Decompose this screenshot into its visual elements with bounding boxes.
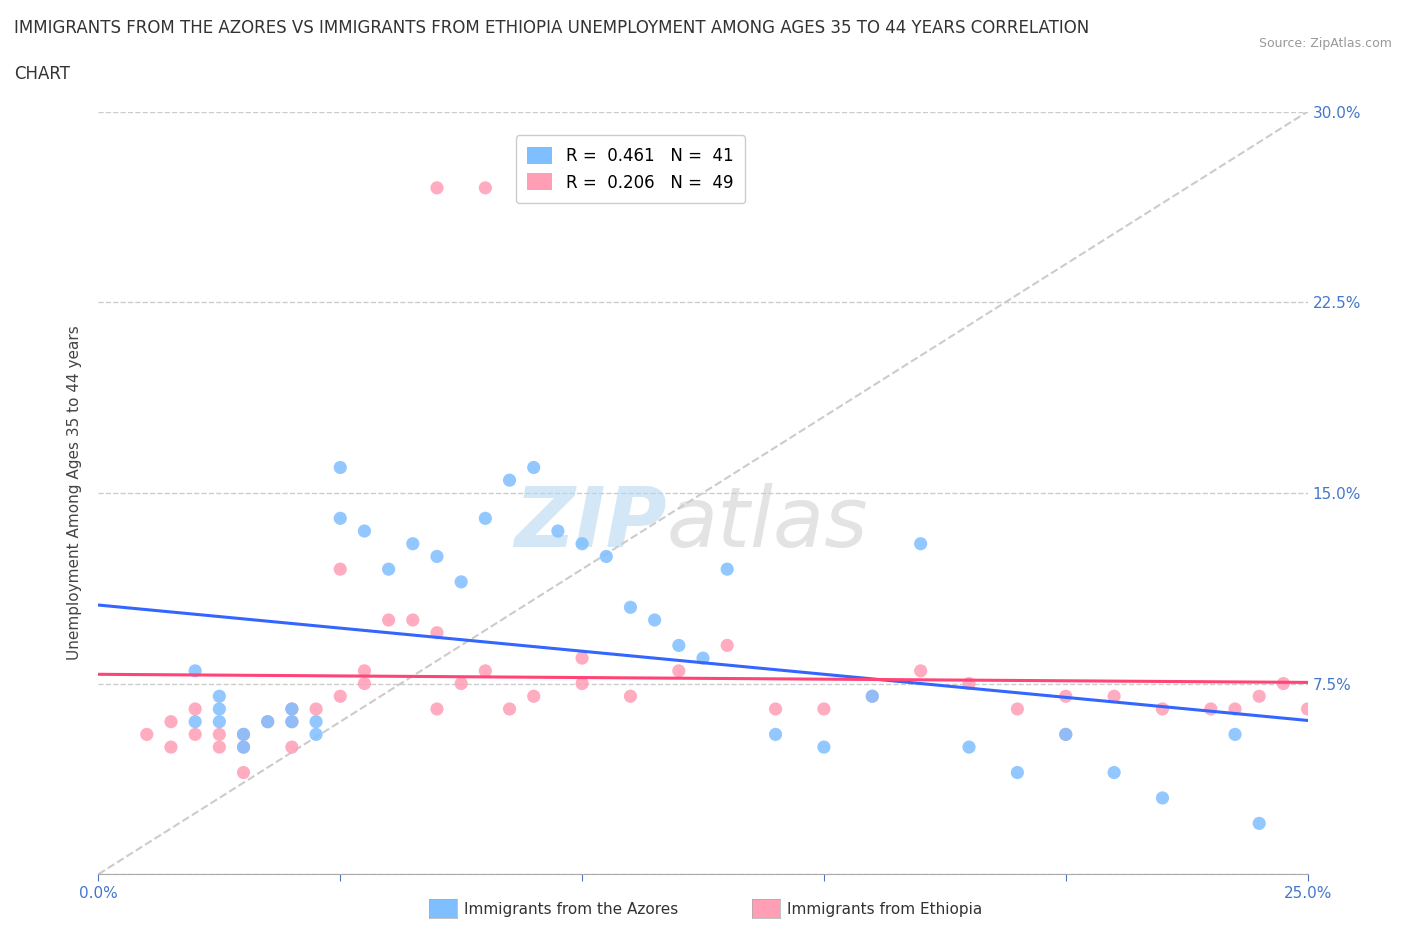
Point [353,663,375,678]
Point [305,727,328,742]
Text: IMMIGRANTS FROM THE AZORES VS IMMIGRANTS FROM ETHIOPIA UNEMPLOYMENT AMONG AGES 3: IMMIGRANTS FROM THE AZORES VS IMMIGRANTS… [14,19,1090,36]
Point [498,472,520,487]
Point [474,180,496,195]
Point [1007,765,1029,780]
Point [1007,701,1029,716]
Point [208,701,231,716]
Point [184,701,207,716]
Point [1054,689,1077,704]
Point [160,739,183,754]
Point [692,651,714,666]
Point [813,701,835,716]
Point [402,537,425,551]
Text: Source: ZipAtlas.com: Source: ZipAtlas.com [1258,37,1392,50]
Point [523,460,546,475]
Point [765,701,787,716]
Point [716,562,738,577]
Point [305,714,328,729]
Point [1249,816,1271,830]
Point [184,714,207,729]
Point [595,549,617,564]
Y-axis label: Unemployment Among Ages 35 to 44 years: Unemployment Among Ages 35 to 44 years [67,326,83,660]
Point [160,714,183,729]
Point [1272,676,1295,691]
Point [426,625,449,640]
Point [813,739,835,754]
Point [329,460,352,475]
Point [498,701,520,716]
Point [668,663,690,678]
Point [281,714,304,729]
Point [232,739,254,754]
Point [184,727,207,742]
Point [644,613,666,628]
Text: atlas: atlas [666,483,869,564]
Point [281,701,304,716]
Point [1102,765,1125,780]
Point [1249,689,1271,704]
Point [402,613,425,628]
Point [1296,701,1319,716]
Point [474,511,496,525]
Point [426,180,449,195]
Point [353,676,375,691]
Point [281,714,304,729]
Text: CHART: CHART [14,65,70,83]
Text: Immigrants from the Azores: Immigrants from the Azores [464,902,678,917]
Point [208,689,231,704]
Point [1223,727,1246,742]
Point [208,727,231,742]
Point [281,701,304,716]
Point [232,765,254,780]
Point [256,714,278,729]
Point [571,537,593,551]
Text: ZIP: ZIP [515,483,666,564]
Point [1223,701,1246,716]
Point [1054,727,1077,742]
Point [329,511,352,525]
Point [860,689,883,704]
Point [619,600,641,615]
Point [619,689,641,704]
Point [426,549,449,564]
Point [353,524,375,538]
Point [523,689,546,704]
Point [208,714,231,729]
Point [910,537,932,551]
Point [208,739,231,754]
Point [957,739,980,754]
Point [232,727,254,742]
Point [765,727,787,742]
Point [450,676,472,691]
Point [232,727,254,742]
Point [1054,727,1077,742]
Point [135,727,157,742]
Text: Immigrants from Ethiopia: Immigrants from Ethiopia [787,902,983,917]
Point [450,575,472,590]
Point [716,638,738,653]
Point [957,676,980,691]
Point [910,663,932,678]
Point [305,701,328,716]
Point [256,714,278,729]
Point [377,613,399,628]
Point [329,562,352,577]
Point [668,638,690,653]
Point [329,689,352,704]
Point [281,739,304,754]
Point [1199,701,1222,716]
Point [1152,790,1174,805]
Point [860,689,883,704]
Point [377,562,399,577]
Point [474,663,496,678]
Point [1102,689,1125,704]
Point [571,676,593,691]
Point [571,651,593,666]
Point [232,739,254,754]
Point [184,663,207,678]
Point [426,701,449,716]
Point [1152,701,1174,716]
Point [547,524,569,538]
Legend: R =  0.461   N =  41, R =  0.206   N =  49: R = 0.461 N = 41, R = 0.206 N = 49 [516,135,745,203]
